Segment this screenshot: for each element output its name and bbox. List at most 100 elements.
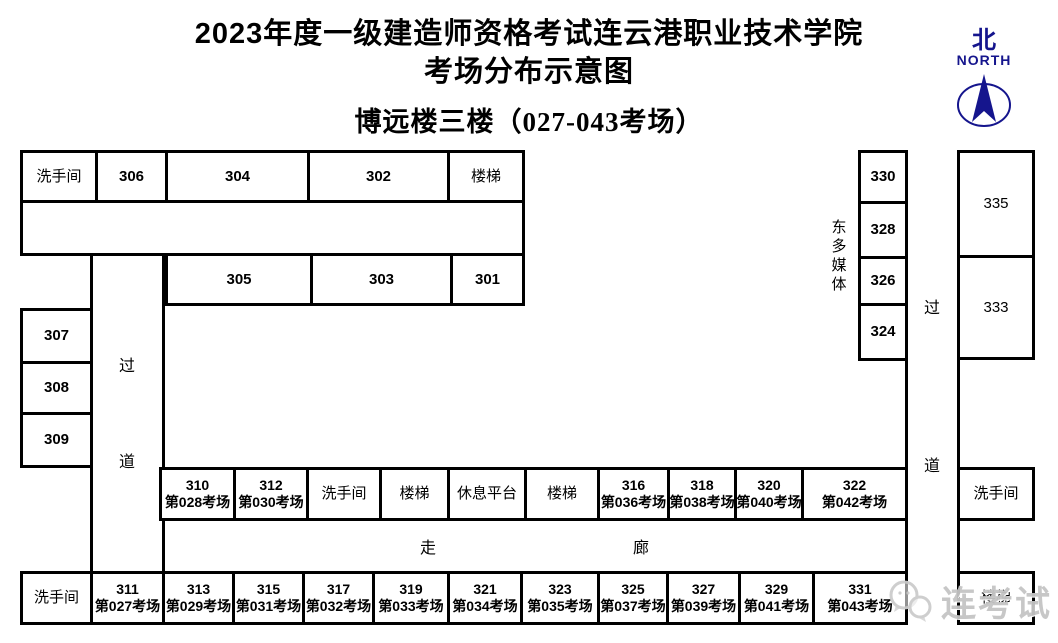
room-323-label: 第035考场 <box>527 598 593 614</box>
room-324: 324 <box>858 303 908 361</box>
room-313-label: 第029考场 <box>165 598 232 614</box>
room-317: 317 第032考场 <box>302 571 375 625</box>
room-320-label: 320 <box>757 476 781 493</box>
room-304-label: 304 <box>224 167 251 185</box>
room-309: 309 <box>20 412 93 468</box>
room-restroom-mid: 洗手间 <box>306 467 382 521</box>
room-325: 325 第037考场 <box>597 571 669 625</box>
room-312: 312 第030考场 <box>233 467 309 521</box>
north-indicator: 北 NORTH <box>946 28 1022 128</box>
room-311: 311 第027考场 <box>90 571 165 625</box>
room-335: 335 <box>957 150 1035 258</box>
room-333-label: 333 <box>983 298 1009 316</box>
room-restroom-east-label: 洗手间 <box>973 485 1019 503</box>
room-307: 307 <box>20 308 93 364</box>
room-321-label: 321 <box>473 580 497 597</box>
room-330: 330 <box>858 150 908 204</box>
north-label-cn: 北 <box>972 27 996 54</box>
room-stairs-mid-east: 楼梯 <box>524 467 600 521</box>
room-310-label: 310 <box>185 476 210 493</box>
room-324-label: 324 <box>870 323 896 341</box>
room-327: 327 第039考场 <box>666 571 741 625</box>
room-331: 331 第043考场 <box>812 571 908 625</box>
room-restroom-sw-label: 洗手间 <box>33 589 79 607</box>
room-333: 333 <box>957 255 1035 360</box>
room-stairs-mid-west-label: 楼梯 <box>399 485 430 503</box>
room-stairs-se-label: 楼梯 <box>980 589 1011 607</box>
room-319-label: 319 <box>399 580 423 597</box>
wechat-bubbles-icon <box>889 580 932 622</box>
room-326: 326 <box>858 256 908 306</box>
room-302: 302 <box>307 150 450 203</box>
room-309-label: 309 <box>43 431 70 449</box>
room-restroom-nw-label: 洗手间 <box>36 167 82 185</box>
room-326-label: 326 <box>870 272 896 290</box>
room-331-label: 第043考场 <box>827 598 893 614</box>
room-316: 316 第036考场 <box>597 467 670 521</box>
room-327-label: 327 <box>691 580 716 597</box>
room-318-label: 第038考场 <box>669 494 735 510</box>
room-restroom-sw: 洗手间 <box>20 571 93 625</box>
room-301: 301 <box>450 253 525 306</box>
page-title-line1: 2023年度一级建造师资格考试连云港职业技术学院 <box>194 18 864 50</box>
room-323-label: 323 <box>548 580 572 597</box>
room-restroom-east: 洗手间 <box>957 467 1035 521</box>
room-317-label: 317 <box>326 580 351 597</box>
room-310: 310 第028考场 <box>159 467 236 521</box>
room-306: 306 <box>95 150 168 203</box>
corridor-west-label-guo: 过 <box>118 358 136 375</box>
room-329-label: 第041考场 <box>743 598 810 614</box>
room-321-label: 第034考场 <box>452 598 518 614</box>
hallway-label-zou: 走 <box>419 540 437 557</box>
corridor-west <box>90 253 165 574</box>
corridor-east <box>905 150 960 625</box>
room-329-label: 329 <box>764 580 789 597</box>
corridor-west-label-dao: 道 <box>118 454 136 471</box>
room-323: 323 第035考场 <box>520 571 600 625</box>
room-312-label: 312 <box>259 476 283 493</box>
room-302-label: 302 <box>365 167 392 185</box>
room-330-label: 330 <box>870 168 896 186</box>
north-label-en: NORTH <box>956 52 1012 69</box>
room-322: 322 第042考场 <box>801 467 908 521</box>
corridor-east-label-guo: 过 <box>923 300 941 317</box>
room-321: 321 第034考场 <box>447 571 523 625</box>
room-325-label: 325 <box>621 580 645 597</box>
room-316-label: 第036考场 <box>600 494 667 510</box>
east-multimedia-label: 东多媒体 <box>829 219 847 295</box>
room-308: 308 <box>20 361 93 415</box>
room-319: 319 第033考场 <box>372 571 450 625</box>
room-311-label: 311 <box>116 580 139 597</box>
room-305: 305 <box>165 253 313 306</box>
room-322-label: 322 <box>842 476 867 493</box>
room-304: 304 <box>165 150 310 203</box>
room-rest-platform-label: 休息平台 <box>456 485 517 503</box>
room-301-label: 301 <box>474 270 501 288</box>
room-313: 313 第029考场 <box>162 571 235 625</box>
room-319-label: 第033考场 <box>378 598 444 614</box>
room-315-label: 第031考场 <box>235 598 302 614</box>
room-327-label: 第039考场 <box>670 598 737 614</box>
room-335-label: 335 <box>983 195 1009 213</box>
room-307-label: 307 <box>43 327 70 345</box>
room-316-label: 316 <box>621 476 646 493</box>
room-stairs-se: 楼梯 <box>957 571 1035 625</box>
room-320: 320 第040考场 <box>734 467 804 521</box>
compass-north-icon <box>957 73 1011 127</box>
room-318-label: 318 <box>690 476 714 493</box>
room-311-label: 第027考场 <box>94 598 161 614</box>
room-restroom-nw: 洗手间 <box>20 150 98 203</box>
corridor-east-label-dao: 道 <box>923 458 941 475</box>
room-305-label: 305 <box>226 270 252 288</box>
room-stairs-north: 楼梯 <box>447 150 525 203</box>
room-328: 328 <box>858 201 908 259</box>
room-328-label: 328 <box>870 221 896 239</box>
room-312-label: 第030考场 <box>238 494 304 510</box>
room-303: 303 <box>310 253 453 306</box>
page-title-line2: 考场分布示意图 <box>423 56 634 88</box>
room-310-label: 第028考场 <box>164 494 231 510</box>
room-313-label: 313 <box>186 580 211 597</box>
room-rest-platform: 休息平台 <box>447 467 527 521</box>
room-stairs-mid-east-label: 楼梯 <box>546 485 577 503</box>
